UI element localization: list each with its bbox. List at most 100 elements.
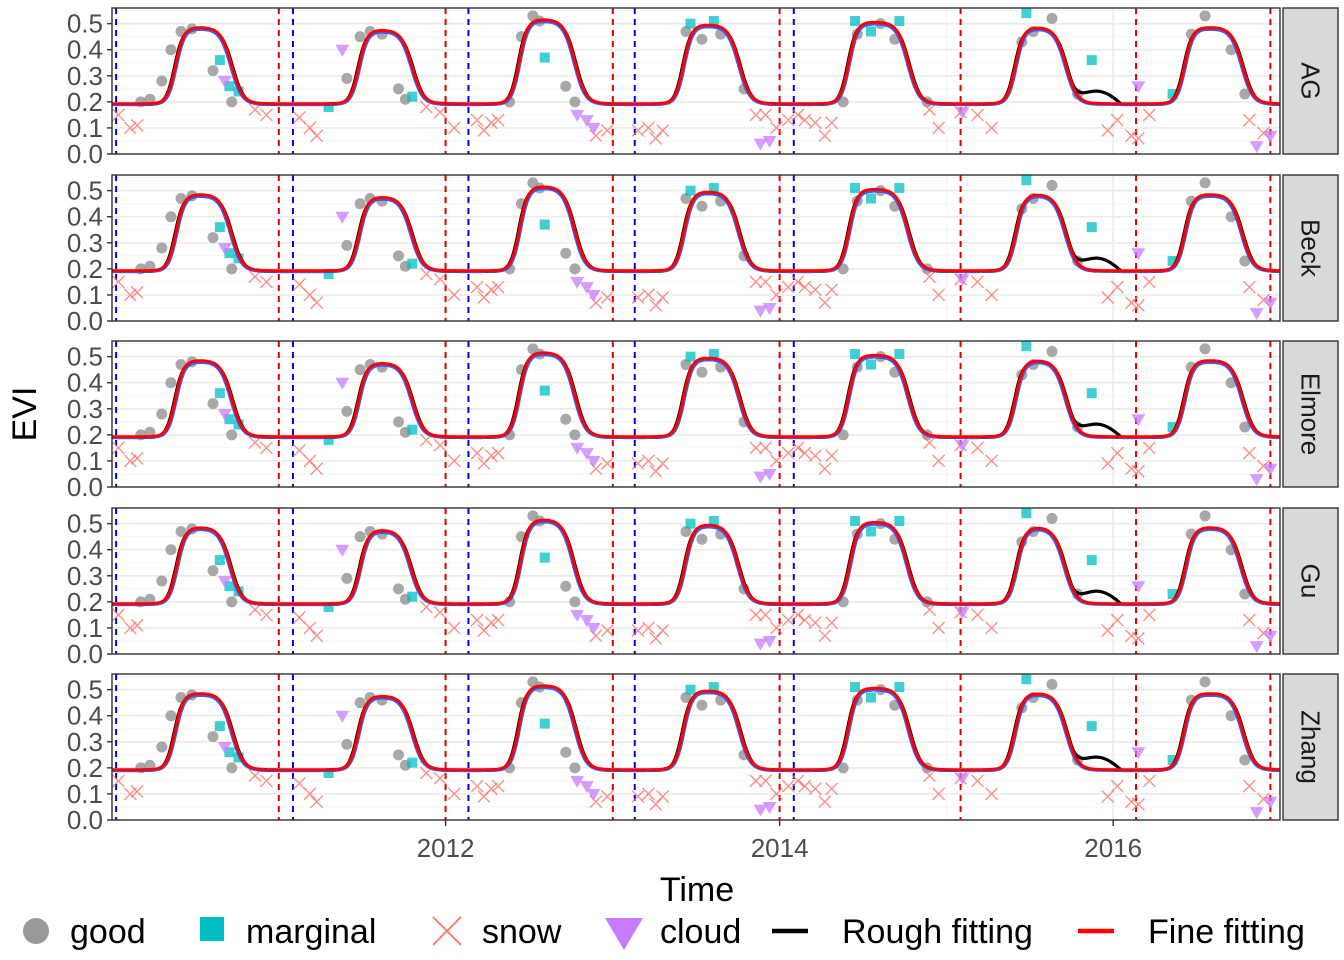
point-cloud bbox=[586, 788, 601, 801]
point-marginal bbox=[539, 219, 550, 230]
y-tick-label: 0.4 bbox=[67, 368, 103, 398]
point-snow bbox=[491, 113, 505, 127]
point-snow bbox=[758, 774, 772, 788]
point-snow bbox=[641, 121, 655, 135]
point-good bbox=[226, 596, 238, 608]
point-snow bbox=[292, 278, 306, 291]
point-snow bbox=[123, 288, 137, 302]
legend-item-cloud: cloud bbox=[605, 913, 741, 951]
point-good bbox=[569, 263, 581, 275]
point-snow bbox=[781, 613, 795, 627]
point-marginal bbox=[1021, 175, 1032, 186]
y-tick-label: 0.1 bbox=[67, 779, 103, 809]
y-tick-label: 0.3 bbox=[67, 561, 103, 591]
y-tick-label: 0.4 bbox=[67, 202, 103, 232]
point-snow bbox=[932, 621, 946, 635]
point-cloud bbox=[579, 115, 594, 128]
legend-label: cloud bbox=[660, 913, 741, 951]
x-axis: 2012 2014 2016 bbox=[417, 820, 1142, 863]
point-snow bbox=[447, 787, 461, 801]
x-tick-label: 2016 bbox=[1084, 833, 1142, 863]
point-snow bbox=[798, 446, 812, 460]
point-snow bbox=[749, 441, 763, 455]
point-good bbox=[156, 242, 168, 254]
point-cloud bbox=[217, 742, 232, 754]
point-marginal bbox=[407, 757, 418, 768]
point-cloud bbox=[335, 710, 350, 723]
point-snow bbox=[985, 454, 999, 468]
y-tick-label: 0.2 bbox=[67, 753, 103, 783]
point-marginal bbox=[1086, 388, 1097, 399]
point-marginal bbox=[323, 269, 334, 280]
point-snow bbox=[112, 441, 125, 455]
panel-strip bbox=[1282, 340, 1339, 488]
point-snow bbox=[791, 275, 805, 289]
point-snow bbox=[825, 449, 839, 463]
point-good bbox=[560, 746, 572, 758]
legend-key-marginal bbox=[200, 917, 224, 941]
panel-beck: 0.00.10.20.30.40.5 Beck bbox=[67, 174, 1339, 336]
point-snow bbox=[1110, 613, 1124, 627]
point-marginal bbox=[685, 351, 696, 362]
point-snow bbox=[484, 616, 498, 630]
point-good bbox=[393, 83, 405, 95]
point-snow bbox=[292, 111, 306, 124]
point-snow bbox=[631, 457, 645, 471]
point-snow bbox=[985, 787, 999, 801]
point-snow bbox=[491, 280, 505, 294]
point-snow bbox=[1110, 280, 1124, 294]
point-good bbox=[207, 731, 219, 743]
point-snow bbox=[1101, 624, 1115, 638]
point-cloud bbox=[1131, 581, 1146, 594]
point-cloud bbox=[1131, 747, 1146, 760]
point-cloud bbox=[335, 44, 350, 57]
point-marginal bbox=[1021, 8, 1032, 19]
point-cloud bbox=[570, 276, 585, 289]
panel-strip bbox=[1282, 673, 1339, 821]
point-marginal bbox=[894, 349, 905, 360]
point-snow bbox=[310, 296, 324, 310]
point-snow bbox=[970, 608, 984, 622]
point-cloud bbox=[1131, 414, 1146, 427]
point-good bbox=[1199, 177, 1211, 189]
legend-label: Fine fitting bbox=[1148, 913, 1305, 951]
point-marginal bbox=[894, 682, 905, 693]
legend-label: Rough fitting bbox=[842, 913, 1033, 951]
panel-zhang: 0.00.10.20.30.40.5 Zhang bbox=[67, 673, 1339, 835]
point-snow bbox=[631, 124, 645, 138]
point-good bbox=[569, 429, 581, 441]
point-snow bbox=[758, 275, 772, 289]
point-snow bbox=[484, 449, 498, 463]
point-marginal bbox=[1086, 222, 1097, 233]
point-snow bbox=[292, 777, 306, 790]
point-snow bbox=[433, 605, 447, 619]
point-snow bbox=[1142, 275, 1156, 289]
point-good bbox=[165, 710, 177, 722]
point-snow bbox=[112, 774, 125, 788]
point-snow bbox=[600, 790, 614, 804]
point-snow bbox=[447, 454, 461, 468]
legend-key-cloud bbox=[605, 918, 643, 950]
y-axis-title: EVI bbox=[6, 387, 44, 442]
point-cloud bbox=[1249, 641, 1264, 654]
legend-label: snow bbox=[482, 913, 562, 951]
point-snow bbox=[932, 288, 946, 302]
y-tick-label: 0.5 bbox=[67, 675, 103, 705]
point-cloud bbox=[586, 122, 601, 135]
point-good bbox=[354, 364, 366, 376]
y-tick-label: 0.3 bbox=[67, 228, 103, 258]
point-cloud bbox=[570, 109, 585, 122]
panel-gu: 0.00.10.20.30.40.5 Gu bbox=[67, 507, 1339, 669]
point-snow bbox=[656, 790, 670, 804]
point-snow bbox=[656, 457, 670, 471]
point-marginal bbox=[539, 385, 550, 396]
point-snow bbox=[923, 436, 937, 450]
point-cloud bbox=[335, 211, 350, 224]
point-good bbox=[1199, 343, 1211, 355]
point-good bbox=[175, 525, 187, 537]
point-snow bbox=[310, 129, 324, 143]
panel-strip bbox=[1282, 174, 1339, 322]
point-cloud bbox=[579, 615, 594, 628]
point-snow bbox=[470, 779, 484, 793]
